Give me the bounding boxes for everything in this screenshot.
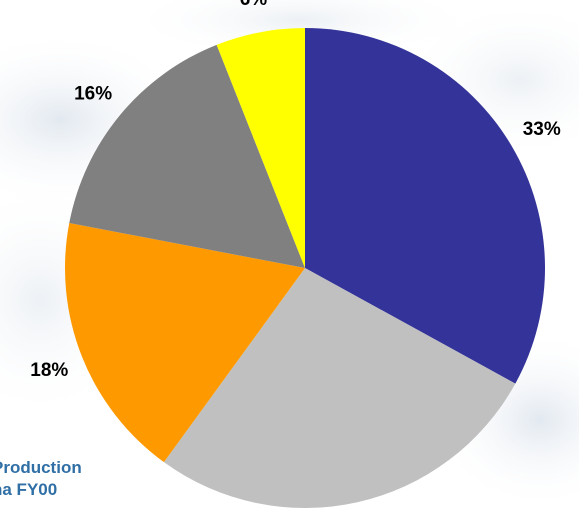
pie-slice-0 [305, 28, 545, 384]
pie-label-4: 6% [240, 0, 268, 10]
pie-slice-1 [163, 268, 516, 509]
pie-labels: 33%27%18%16%6% [30, 0, 561, 381]
pie-label-3: 16% [74, 84, 112, 105]
pie-slice-3 [69, 44, 305, 269]
pie-label-0: 33% [523, 119, 561, 140]
pie-label-2: 18% [30, 360, 68, 381]
footnote-line-2: na FY00 [0, 480, 58, 499]
pie-slice-2 [64, 223, 306, 463]
footnote-line-1: Production [0, 458, 82, 477]
pie-slice-4 [216, 28, 305, 268]
pie-slices [64, 28, 545, 509]
